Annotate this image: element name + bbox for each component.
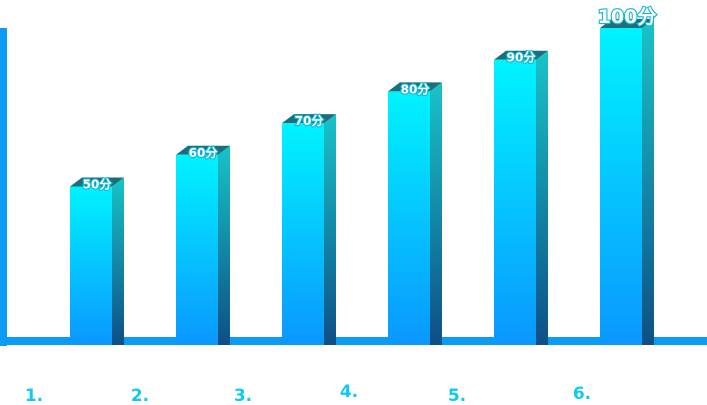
x-axis-line [0,337,707,345]
bar-top-face [494,50,548,60]
bar-side-face [112,177,124,345]
bar-value-label: 70分 [295,113,324,128]
category-labels: 1. 2. 3. 4. 5. 6. [25,382,591,405]
bar-top-face [70,177,124,187]
bar-4: 80分 [388,80,442,346]
bar-2: 60分 [176,144,230,345]
category-label: 2. [131,386,149,405]
bar-side-face [642,19,654,345]
bar-front-face [494,59,536,345]
bar-6: 100分 [597,5,657,345]
category-label: 4. [340,382,358,402]
bar-side-face [430,82,442,346]
bar-front-face [388,91,430,346]
bar-front-face [282,123,324,345]
bar-top-face [600,19,654,28]
bar-5: 90分 [494,49,548,345]
y-axis-line [0,28,7,346]
bar-value-label: 100分 [598,6,657,28]
bar-1: 50分 [70,175,124,345]
bar-series: 50分 60分 70分 80分 90分 100分 [70,5,657,346]
category-label: 1. [25,386,43,405]
category-label: 5. [448,386,466,405]
category-label: 6. [573,384,591,404]
bar-value-label: 60分 [189,145,218,160]
bar-top-face [176,145,230,155]
category-label: 3. [234,386,252,405]
bar-front-face [70,186,112,345]
bar-front-face [176,154,218,345]
bar-side-face [536,50,548,345]
bar-value-label: 50分 [83,177,112,192]
bar-value-label: 90分 [507,50,536,65]
bar-side-face [324,114,336,345]
bar-value-label: 80分 [401,81,430,96]
bar-3: 70分 [282,112,336,345]
bar-top-face [388,82,442,92]
bar-front-face [600,28,642,345]
bar-top-face [282,114,336,124]
bar-side-face [218,145,230,345]
